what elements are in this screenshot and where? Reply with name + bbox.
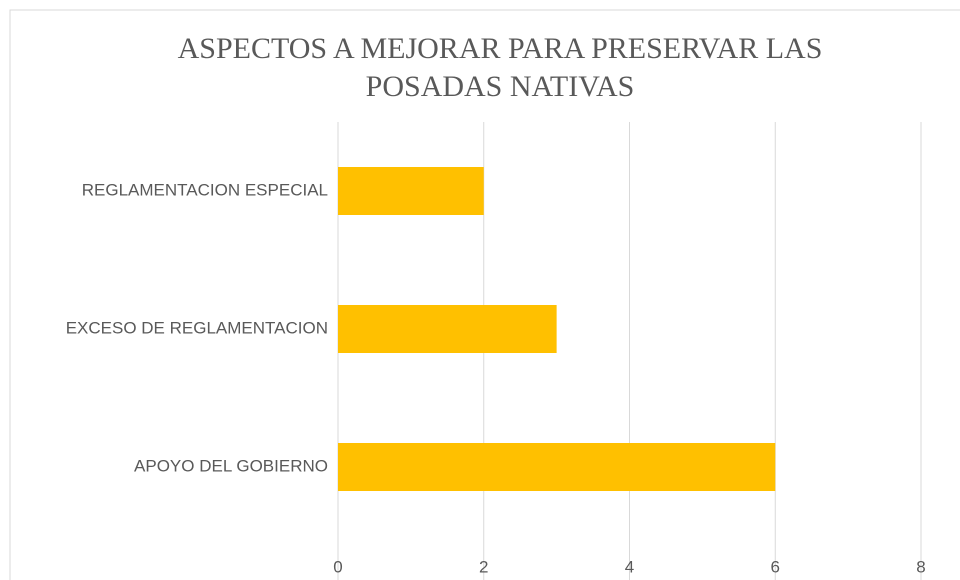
x-tick-label: 2: [479, 557, 488, 576]
x-tick-label: 6: [771, 557, 780, 576]
bar: [338, 167, 484, 215]
y-tick-label: EXCESO DE REGLAMENTACION: [66, 318, 328, 337]
y-tick-label: APOYO DEL GOBIERNO: [134, 456, 328, 475]
chart-border: [9, 9, 960, 580]
x-tick-label: 8: [916, 557, 925, 576]
bar: [338, 443, 776, 491]
bar: [338, 305, 557, 353]
y-tick-label: REGLAMENTACION ESPECIAL: [82, 180, 328, 199]
chart-title: ASPECTOS A MEJORAR PARA PRESERVAR LAS PO…: [177, 32, 823, 103]
x-tick-label: 0: [333, 557, 342, 576]
x-tick-label: 4: [625, 557, 634, 576]
